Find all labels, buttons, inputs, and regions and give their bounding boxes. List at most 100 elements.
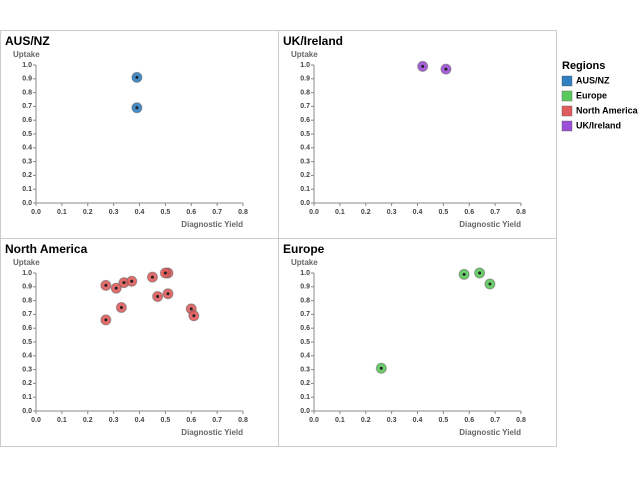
marker-dot xyxy=(104,283,108,287)
legend-label: Europe xyxy=(576,90,607,100)
y-tick-label: 0.0 xyxy=(300,200,310,207)
x-tick-label: 0.3 xyxy=(109,417,119,424)
x-tick-label: 0.2 xyxy=(361,417,371,424)
x-axis-title: Diagnostic Yield xyxy=(181,220,243,229)
y-tick-label: 0.6 xyxy=(300,117,310,124)
x-tick-label: 0.2 xyxy=(361,209,371,216)
x-tick-label: 0.0 xyxy=(31,417,41,424)
marker-dot xyxy=(119,306,123,309)
y-tick-label: 0.7 xyxy=(300,103,310,110)
x-tick-label: 0.7 xyxy=(212,209,222,216)
legend-label: UK/Ireland xyxy=(576,120,621,130)
y-axis-title: Uptake xyxy=(13,258,40,267)
y-tick-label: 0.2 xyxy=(22,172,32,179)
y-tick-label: 0.6 xyxy=(22,325,32,332)
x-tick-label: 0.5 xyxy=(439,417,449,424)
y-axis-title: Uptake xyxy=(13,50,40,59)
y-tick-label: 0.2 xyxy=(22,380,32,387)
x-tick-label: 0.4 xyxy=(413,209,423,216)
x-tick-label: 0.4 xyxy=(135,417,145,424)
x-tick-label: 0.8 xyxy=(516,209,526,216)
y-tick-label: 0.7 xyxy=(22,311,32,318)
y-tick-label: 1.0 xyxy=(22,270,32,277)
panel-title: AUS/NZ xyxy=(5,34,50,48)
x-axis-title: Diagnostic Yield xyxy=(181,428,243,437)
marker-dot xyxy=(462,272,466,276)
x-tick-label: 0.4 xyxy=(413,417,423,424)
y-axis-title: Uptake xyxy=(291,50,318,59)
panel-title: UK/Ireland xyxy=(283,34,343,48)
marker-dot xyxy=(192,314,196,318)
x-tick-label: 0.0 xyxy=(309,417,319,424)
panel-border xyxy=(278,238,557,447)
panel-border xyxy=(0,238,279,447)
legend-swatch xyxy=(561,90,573,102)
y-tick-label: 0.8 xyxy=(300,297,310,304)
x-tick-label: 0.6 xyxy=(186,417,196,424)
panel-title: North America xyxy=(5,242,88,256)
x-tick-label: 0.7 xyxy=(212,417,222,424)
x-tick-label: 0.8 xyxy=(516,417,526,424)
y-tick-label: 0.7 xyxy=(300,311,310,318)
x-tick-label: 0.2 xyxy=(83,417,93,424)
marker-dot xyxy=(444,67,448,71)
y-tick-label: 0.1 xyxy=(300,186,310,193)
marker-dot xyxy=(379,366,383,370)
y-tick-label: 0.4 xyxy=(22,145,32,152)
y-tick-label: 0.9 xyxy=(300,284,310,291)
marker-dot xyxy=(166,292,170,296)
y-tick-label: 0.0 xyxy=(300,408,310,415)
panel-title: Europe xyxy=(283,242,325,256)
x-tick-label: 0.0 xyxy=(31,209,41,216)
y-tick-label: 0.9 xyxy=(22,76,32,83)
y-tick-label: 1.0 xyxy=(300,270,310,277)
y-tick-label: 0.8 xyxy=(300,89,310,96)
marker-dot xyxy=(150,275,154,279)
marker-dot xyxy=(135,75,139,79)
marker-dot xyxy=(135,106,139,110)
marker-dot xyxy=(122,281,126,285)
x-tick-label: 0.1 xyxy=(335,417,345,424)
x-tick-label: 0.3 xyxy=(387,209,397,216)
marker-dot xyxy=(114,286,118,290)
marker-dot xyxy=(156,294,160,298)
marker-dot xyxy=(421,64,425,68)
x-tick-label: 0.6 xyxy=(186,209,196,216)
x-tick-label: 0.8 xyxy=(238,209,248,216)
y-tick-label: 0.1 xyxy=(22,186,32,193)
marker-dot xyxy=(163,271,167,275)
y-tick-label: 1.0 xyxy=(22,62,32,69)
y-tick-label: 0.6 xyxy=(22,117,32,124)
x-tick-label: 0.1 xyxy=(335,209,345,216)
y-tick-label: 1.0 xyxy=(300,62,310,69)
legend-swatch xyxy=(561,105,573,117)
y-tick-label: 0.2 xyxy=(300,380,310,387)
y-tick-label: 0.5 xyxy=(300,339,310,346)
y-tick-label: 0.0 xyxy=(22,408,32,415)
x-tick-label: 0.5 xyxy=(161,209,171,216)
x-tick-label: 0.3 xyxy=(109,209,119,216)
panel-border xyxy=(0,30,279,239)
y-tick-label: 0.4 xyxy=(22,353,32,360)
x-tick-label: 0.6 xyxy=(464,209,474,216)
legend-swatch xyxy=(561,75,573,87)
x-tick-label: 0.1 xyxy=(57,209,67,216)
x-tick-label: 0.5 xyxy=(439,209,449,216)
x-tick-label: 0.8 xyxy=(238,417,248,424)
y-tick-label: 0.6 xyxy=(300,325,310,332)
x-tick-label: 0.5 xyxy=(161,417,171,424)
x-tick-label: 0.2 xyxy=(83,209,93,216)
x-tick-label: 0.7 xyxy=(490,209,500,216)
y-tick-label: 0.3 xyxy=(300,366,310,373)
x-axis-title: Diagnostic Yield xyxy=(459,220,521,229)
x-tick-label: 0.6 xyxy=(464,417,474,424)
x-tick-label: 0.0 xyxy=(309,209,319,216)
y-tick-label: 0.3 xyxy=(22,158,32,165)
y-tick-label: 0.5 xyxy=(22,131,32,138)
legend-swatch xyxy=(561,120,573,132)
marker-dot xyxy=(130,279,134,283)
y-tick-label: 0.1 xyxy=(22,394,32,401)
marker-dot xyxy=(478,271,482,275)
y-tick-label: 0.9 xyxy=(300,76,310,83)
